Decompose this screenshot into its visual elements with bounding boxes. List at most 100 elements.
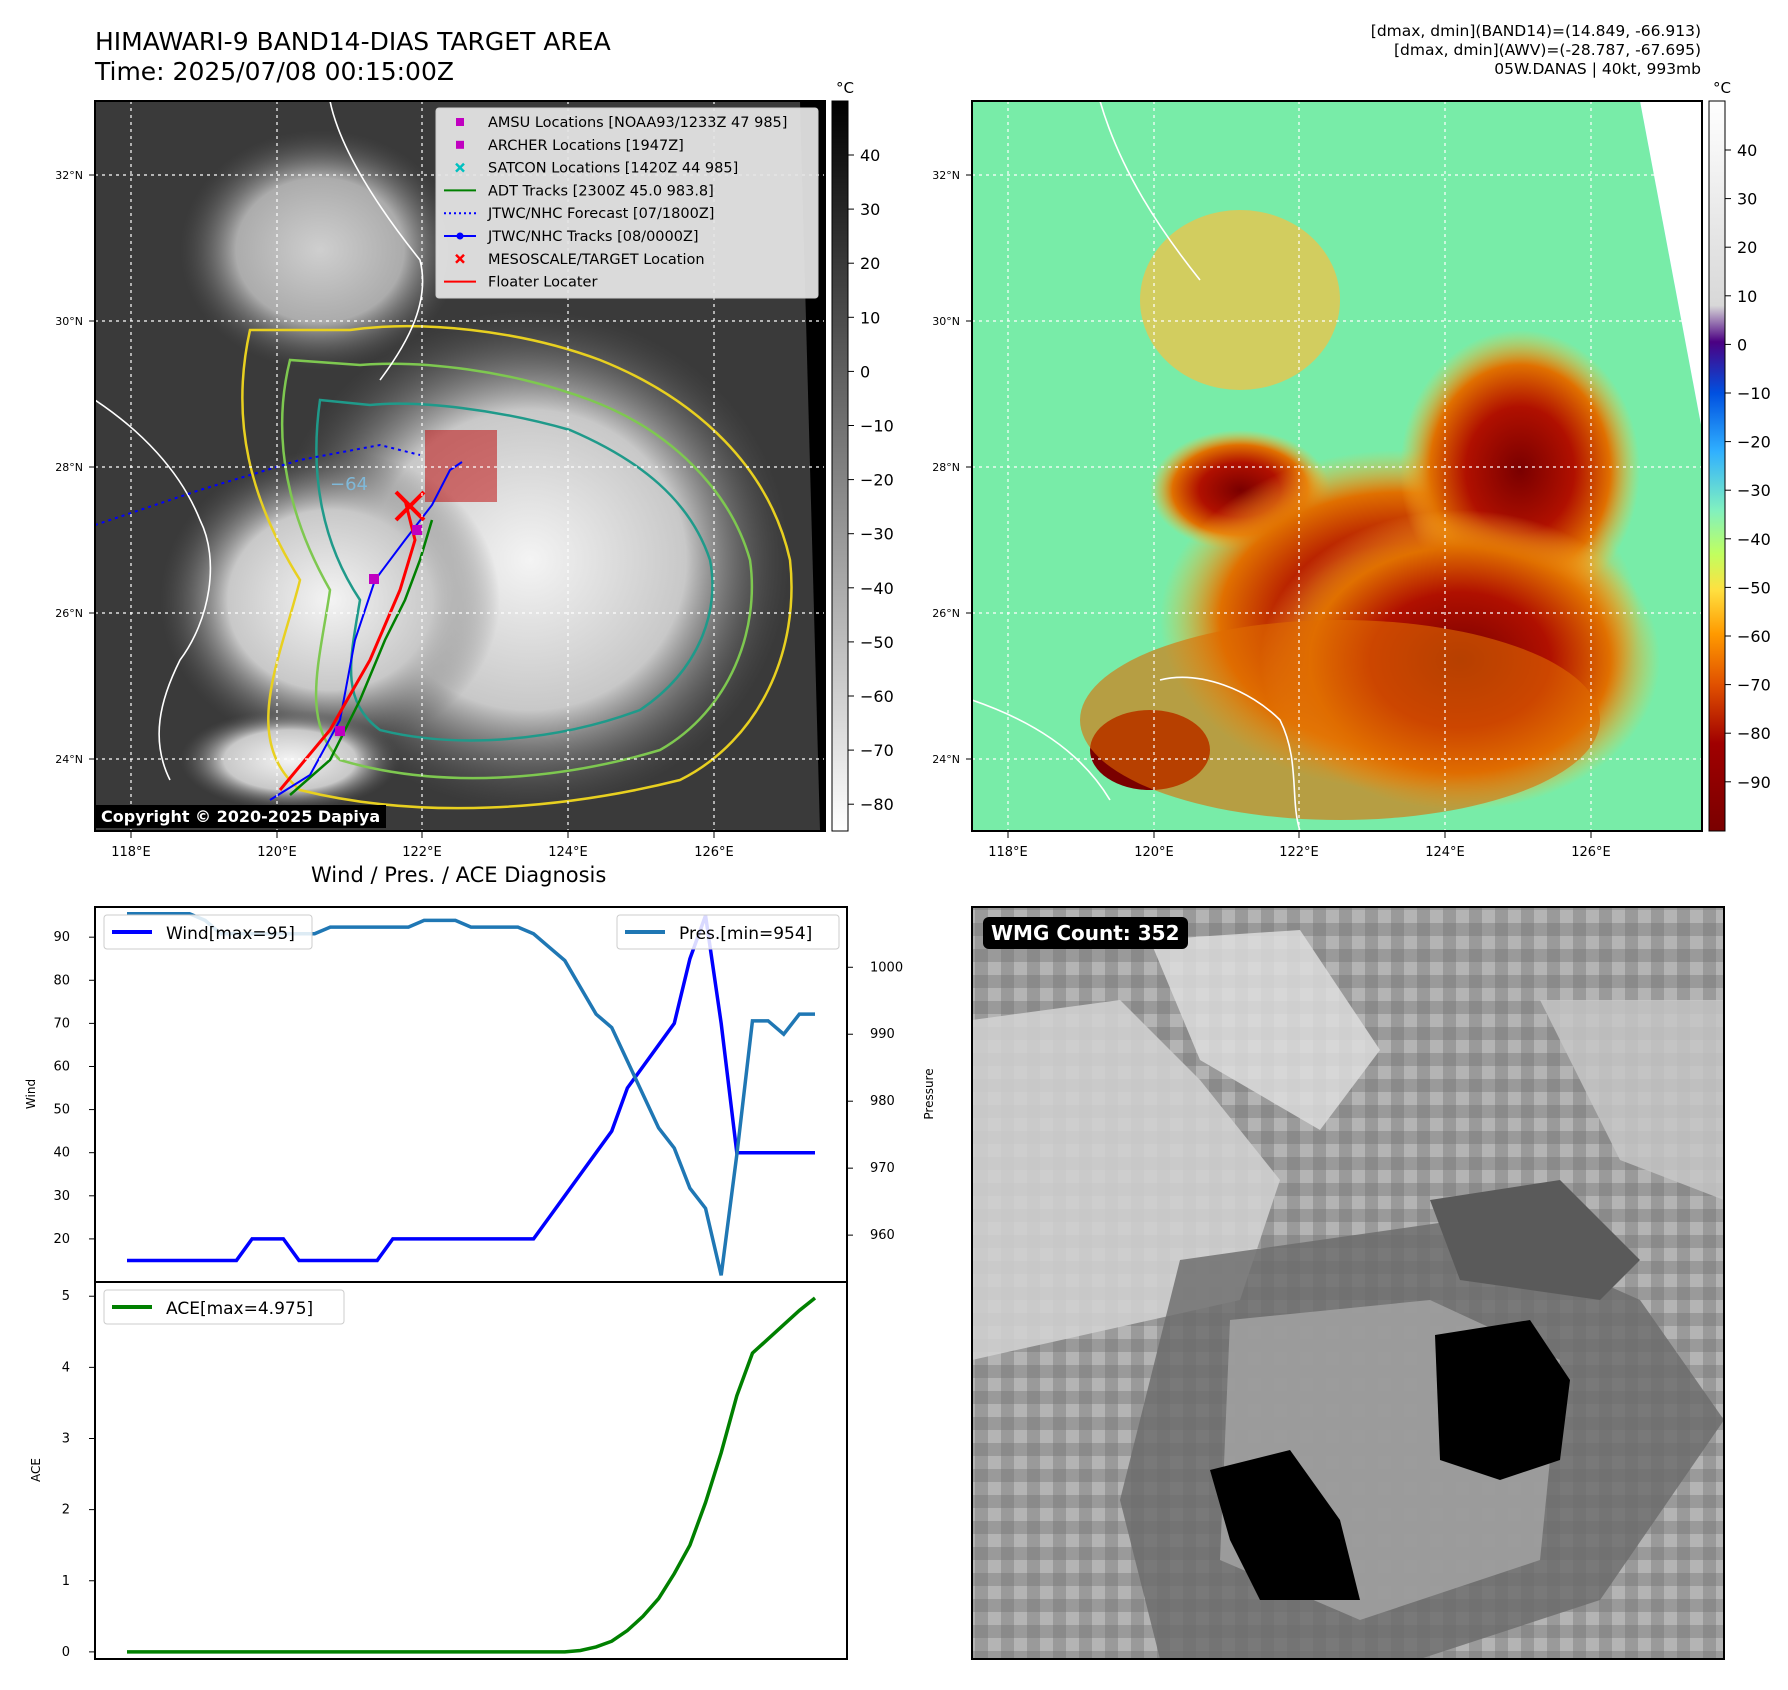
colorbar-tick-label: −90 <box>1737 773 1771 792</box>
lat-tick-label: 30°N <box>55 315 83 328</box>
pressure-legend: Pres.[min=954] <box>616 914 840 950</box>
lat-tick-label: 32°N <box>932 169 960 182</box>
pressure-tick-label: 990 <box>870 1027 895 1042</box>
colorbar-tick-label: 30 <box>1737 190 1757 209</box>
lon-tick-label: 118°E <box>111 845 151 860</box>
wind-tick-label: 20 <box>53 1232 70 1247</box>
wmg-frame <box>971 906 1725 1660</box>
left-map-frame <box>94 100 826 832</box>
colorbar-tick-label: −80 <box>860 795 894 814</box>
lon-tick-label: 124°E <box>548 845 588 860</box>
ace-tick-label: 0 <box>62 1645 70 1660</box>
lon-tick-label: 120°E <box>1134 845 1174 860</box>
colorbar-tick-label: −20 <box>1737 433 1771 452</box>
info-block: [dmax, dmin](BAND14)=(14.849, -66.913) [… <box>1371 22 1701 79</box>
svg-text:ACE[max=4.975]: ACE[max=4.975] <box>166 1299 313 1319</box>
colorbar-tick-label: −30 <box>860 525 894 544</box>
colorbar-tick-label: −40 <box>860 579 894 598</box>
info-line-band14: [dmax, dmin](BAND14)=(14.849, -66.913) <box>1370 22 1701 40</box>
wind-tick-label: 80 <box>53 973 70 988</box>
lat-tick-label: 30°N <box>932 315 960 328</box>
legend: AMSU Locations [NOAA93/1233Z 47 985] ARCH… <box>435 107 819 299</box>
ace-legend: ACE[max=4.975] <box>103 1289 345 1325</box>
wind-tick-label: 50 <box>53 1103 70 1118</box>
wind-tick-label: 70 <box>53 1016 70 1031</box>
info-line-storm: 05W.DANAS | 40kt, 993mb <box>1494 60 1701 78</box>
contour-label: −64 <box>330 474 368 495</box>
ace-tick-label: 3 <box>62 1431 70 1446</box>
pressure-tick-label: 980 <box>870 1094 895 1109</box>
legend-entry-label: AMSU Locations [NOAA93/1233Z 47 985] <box>488 115 787 131</box>
colorbar-tick-label: 10 <box>860 308 880 327</box>
lon-tick-label: 120°E <box>257 845 297 860</box>
copyright-badge: Copyright © 2020-2025 Dapiya <box>95 805 387 828</box>
lat-tick-label: 28°N <box>55 461 83 474</box>
right-map-frame <box>971 100 1703 832</box>
svg-text:Pres.[min=954]: Pres.[min=954] <box>679 924 812 944</box>
ace-tick-label: 1 <box>62 1574 70 1589</box>
pressure-tick-label: 1000 <box>870 960 903 975</box>
lat-tick-label: 28°N <box>932 461 960 474</box>
lon-tick-label: 122°E <box>402 845 442 860</box>
wind-axis-label: Wind <box>24 1079 38 1109</box>
wind-pressure-chart: 20 30 40 50 60 70 80 90 960 970 980 990 1000 Wind Pres… <box>24 906 936 1283</box>
legend-entry-label: JTWC/NHC Forecast [07/1800Z] <box>487 206 714 222</box>
colorbar-tick-label: 0 <box>860 362 870 381</box>
colorbar-tick-label: 30 <box>860 200 880 219</box>
colorbar-tick-label: −50 <box>860 633 894 652</box>
colorbar-tick-label: −60 <box>1737 627 1771 646</box>
lat-tick-label: 32°N <box>55 169 83 182</box>
wind-legend: Wind[max=95] <box>103 914 313 950</box>
left-colorbar <box>831 100 849 832</box>
colorbar-tick-label: −10 <box>860 417 894 436</box>
figure-time: Time: 2025/07/08 00:15:00Z <box>95 57 454 86</box>
lat-tick-label: 26°N <box>55 607 83 620</box>
colorbar-tick-label: 0 <box>1737 335 1747 354</box>
wind-tick-label: 40 <box>53 1146 70 1161</box>
colorbar-unit: °C <box>836 79 854 97</box>
colorbar-tick-label: 20 <box>860 254 880 273</box>
mesoscale-target-marker <box>394 490 426 522</box>
info-line-awv: [dmax, dmin](AWV)=(-28.787, -67.695) <box>1394 41 1701 59</box>
colorbar-unit: °C <box>1713 79 1731 97</box>
colorbar-tick-label: 40 <box>860 146 880 165</box>
awv-colored-map-panel <box>972 101 1702 831</box>
colorbar-tick-label: −10 <box>1737 384 1771 403</box>
legend-entry-label: SATCON Locations [1420Z 44 985] <box>488 161 738 177</box>
wind-tick-label: 90 <box>53 930 70 945</box>
colorbar-tick-label: 20 <box>1737 238 1757 257</box>
wind-tick-label: 30 <box>53 1189 70 1204</box>
lon-tick-label: 118°E <box>988 845 1028 860</box>
lat-tick-label: 26°N <box>932 607 960 620</box>
colorbar-tick-label: −70 <box>860 741 894 760</box>
right-colorbar <box>1708 100 1726 832</box>
lon-tick-label: 124°E <box>1425 845 1465 860</box>
colorbar-tick-label: −30 <box>1737 481 1771 500</box>
lat-tick-label: 24°N <box>932 753 960 766</box>
colorbar-tick-label: −50 <box>1737 578 1771 597</box>
ace-series-line <box>127 1296 817 1654</box>
ace-tick-label: 4 <box>62 1360 70 1375</box>
lon-tick-label: 126°E <box>694 845 734 860</box>
svg-text:Wind[max=95]: Wind[max=95] <box>166 924 295 944</box>
colorbar-tick-label: 10 <box>1737 287 1757 306</box>
wmg-pixel-panel <box>972 907 1724 1659</box>
ace-chart: 0 1 2 3 4 5 ACE ACE[max=4.975] <box>29 1281 848 1660</box>
colorbar-tick-label: −70 <box>1737 676 1771 695</box>
lat-tick-label: 24°N <box>55 753 83 766</box>
colorbar-tick-label: −20 <box>860 471 894 490</box>
legend-entry-label: JTWC/NHC Tracks [08/0000Z] <box>487 229 699 245</box>
section-title: Wind / Pres. / ACE Diagnosis <box>311 863 607 887</box>
wmg-count-badge: WMG Count: 352 <box>983 917 1188 949</box>
lon-tick-label: 122°E <box>1279 845 1319 860</box>
colorbar-tick-label: −40 <box>1737 530 1771 549</box>
pressure-tick-label: 970 <box>870 1161 895 1176</box>
colorbar-tick-label: −80 <box>1737 724 1771 743</box>
ace-tick-label: 5 <box>62 1289 70 1304</box>
lon-tick-label: 126°E <box>1571 845 1611 860</box>
colorbar-tick-label: 40 <box>1737 141 1757 160</box>
pressure-axis-label: Pressure <box>922 1068 936 1119</box>
legend-entry-label: MESOSCALE/TARGET Location <box>488 252 705 268</box>
colorbar-tick-label: −60 <box>860 687 894 706</box>
